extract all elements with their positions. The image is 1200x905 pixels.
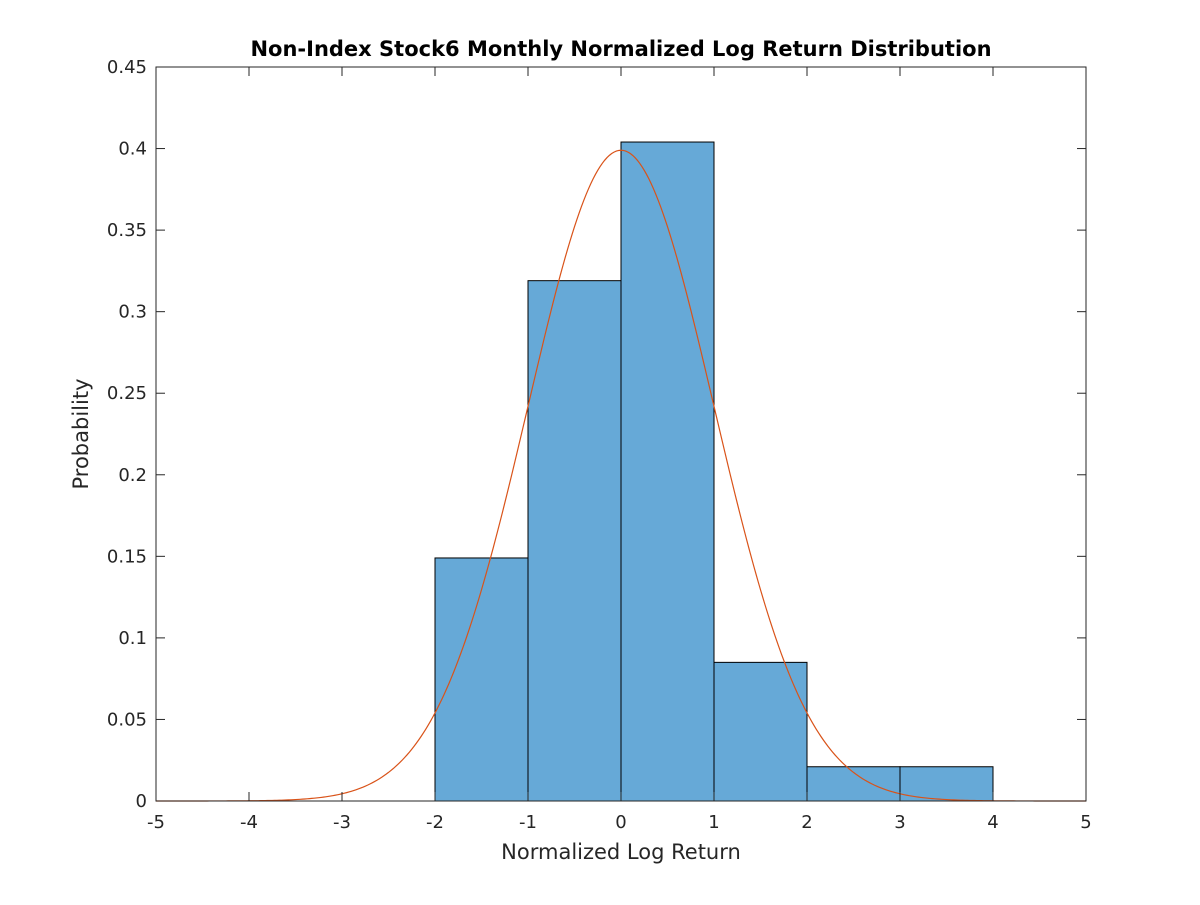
y-tick-label: 0.15 <box>107 546 147 567</box>
y-tick-label: 0.4 <box>118 139 147 160</box>
x-tick-label: -1 <box>519 812 537 833</box>
y-tick-label: 0.45 <box>107 57 147 78</box>
y-tick-label: 0.35 <box>107 220 147 241</box>
chart-title: Non-Index Stock6 Monthly Normalized Log … <box>250 37 991 61</box>
x-tick-label: 0 <box>615 812 626 833</box>
y-tick-label: 0.1 <box>118 628 147 649</box>
y-axis-label: Probability <box>69 378 93 489</box>
normal-pdf-curve <box>156 149 1086 802</box>
curve-group <box>156 149 1086 802</box>
x-tick-label: -5 <box>147 812 165 833</box>
y-tick-label: 0.3 <box>118 302 147 323</box>
x-tick-label: 5 <box>1080 812 1091 833</box>
x-tick-label: 3 <box>894 812 905 833</box>
bars-group <box>434 141 994 802</box>
y-tick-label: 0 <box>136 791 147 812</box>
histogram-bar <box>527 280 622 802</box>
histogram-bar <box>434 557 529 802</box>
histogram-bar <box>620 141 715 802</box>
x-tick-label: -4 <box>240 812 258 833</box>
histogram-bar <box>713 661 808 802</box>
x-axis-label: Normalized Log Return <box>501 840 741 864</box>
y-tick-label: 0.05 <box>107 709 147 730</box>
x-tick-label: -3 <box>333 812 351 833</box>
x-tick-label: 4 <box>987 812 998 833</box>
x-tick-label: 1 <box>708 812 719 833</box>
y-tick-label: 0.25 <box>107 383 147 404</box>
x-tick-label: 2 <box>801 812 812 833</box>
y-tick-label: 0.2 <box>118 465 147 486</box>
x-tick-label: -2 <box>426 812 444 833</box>
axes-group: -5 -4 -3 -2 -1 0 1 2 3 4 5 0 0.05 0.1 0.15 0.2 0.25 0.3 0.… <box>107 57 1092 833</box>
